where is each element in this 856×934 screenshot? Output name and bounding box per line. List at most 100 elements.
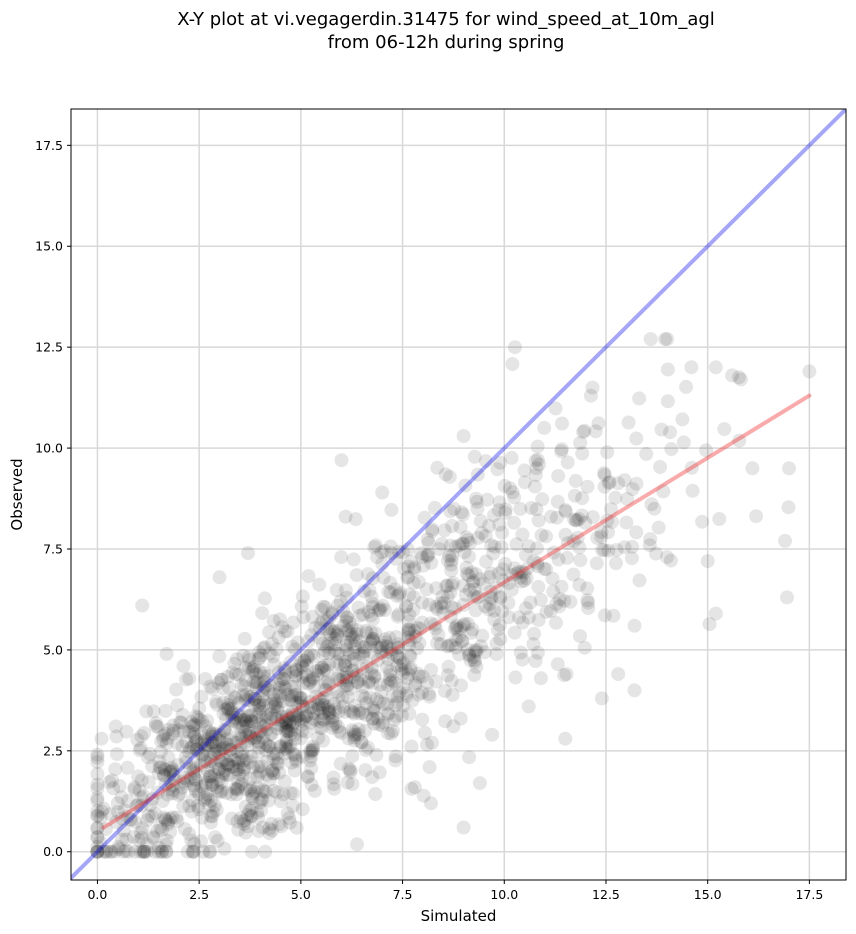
scatter-point [90,830,105,844]
scatter-point [94,804,109,819]
scatter-point [281,724,296,739]
scatter-point [617,540,632,555]
scatter-point [433,637,448,652]
scatter-point [173,786,188,801]
scatter-point [379,638,394,653]
scatter-point [187,778,202,793]
scatter-point [263,678,278,693]
scatter-point [253,704,268,719]
scatter-point [443,538,458,553]
scatter-point [301,634,316,649]
scatter-point [401,614,416,629]
scatter-point [262,625,277,640]
scatter-point [460,642,475,657]
scatter-point [225,665,240,680]
x-axis-label: Simulated [421,907,497,925]
scatter-point [352,706,367,721]
scatter-point [159,844,174,859]
scatter-point [717,422,732,437]
scatter-point [493,632,508,646]
scatter-point [530,645,545,660]
scatter-point [338,638,353,653]
scatter-point [457,545,472,560]
scatter-point [469,645,483,660]
scatter-point [255,820,270,835]
scatter-point [98,822,113,837]
scatter-point [293,695,308,710]
scatter-point [137,844,151,859]
scatter-point [399,689,414,703]
scatter-point [209,739,224,754]
scatter-point [245,791,260,806]
scatter-point [440,578,455,593]
scatter-point [195,810,210,825]
scatter-point [214,755,229,770]
scatter-point [491,503,506,518]
x-tick-label: 17.5 [795,887,823,902]
scatter-point [327,644,342,659]
scatter-point [186,764,201,779]
scatter-point [266,613,281,628]
scatter-point [241,709,256,724]
scatter-point [303,700,318,715]
scatter-point [552,599,567,614]
scatter-point [365,660,379,675]
scatter-point [279,715,294,730]
scatter-point [430,601,444,616]
scatter-point [306,672,321,686]
scatter-point [462,549,476,564]
scatter-point [139,837,154,852]
scatter-point [282,692,297,707]
scatter-point [341,731,356,746]
scatter-point [421,687,436,701]
scatter-point [425,522,440,537]
scatter-point [356,649,371,664]
scatter-point [132,743,147,758]
scatter-point [246,760,261,775]
scatter-point [211,762,226,777]
scatter-point [609,543,624,557]
scatter-point [442,638,456,653]
scatter-point [90,844,105,859]
scatter-point [262,646,277,661]
scatter-point [239,687,254,702]
scatter-point [265,823,280,838]
scatter-point [115,811,130,826]
scatter-point [178,750,193,765]
scatter-point [254,648,268,663]
scatter-point [400,671,415,686]
scatter-point [392,651,407,666]
scatter-point [159,844,174,859]
scatter-point [408,629,423,644]
y-tick-label: 10.0 [35,441,63,456]
scatter-point [208,727,223,742]
scatter-point [420,532,435,547]
scatter-point [365,676,380,691]
scatter-point [226,759,241,774]
scatter-point [294,691,309,706]
scatter-point [294,655,309,670]
scatter-point [496,562,511,577]
scatter-point [340,775,355,790]
scatter-point [224,811,239,826]
scatter-point [568,513,583,528]
scatter-point [204,727,219,742]
scatter-point [154,844,169,859]
scatter-point [416,788,431,803]
scatter-point [273,739,288,754]
scatter-point [322,627,337,641]
scatter-point [218,702,233,717]
scatter-point [504,568,519,583]
scatter-point [221,757,236,772]
scatter-point [299,668,314,683]
scatter-point [198,777,213,792]
scatter-point [203,815,218,830]
scatter-point [372,765,387,780]
scatter-point [304,743,319,758]
scatter-point [458,478,473,493]
scatter-point [228,781,243,796]
scatter-point [434,536,449,551]
scatter-point [232,709,247,724]
scatter-point [219,712,234,726]
scatter-point [282,811,297,826]
